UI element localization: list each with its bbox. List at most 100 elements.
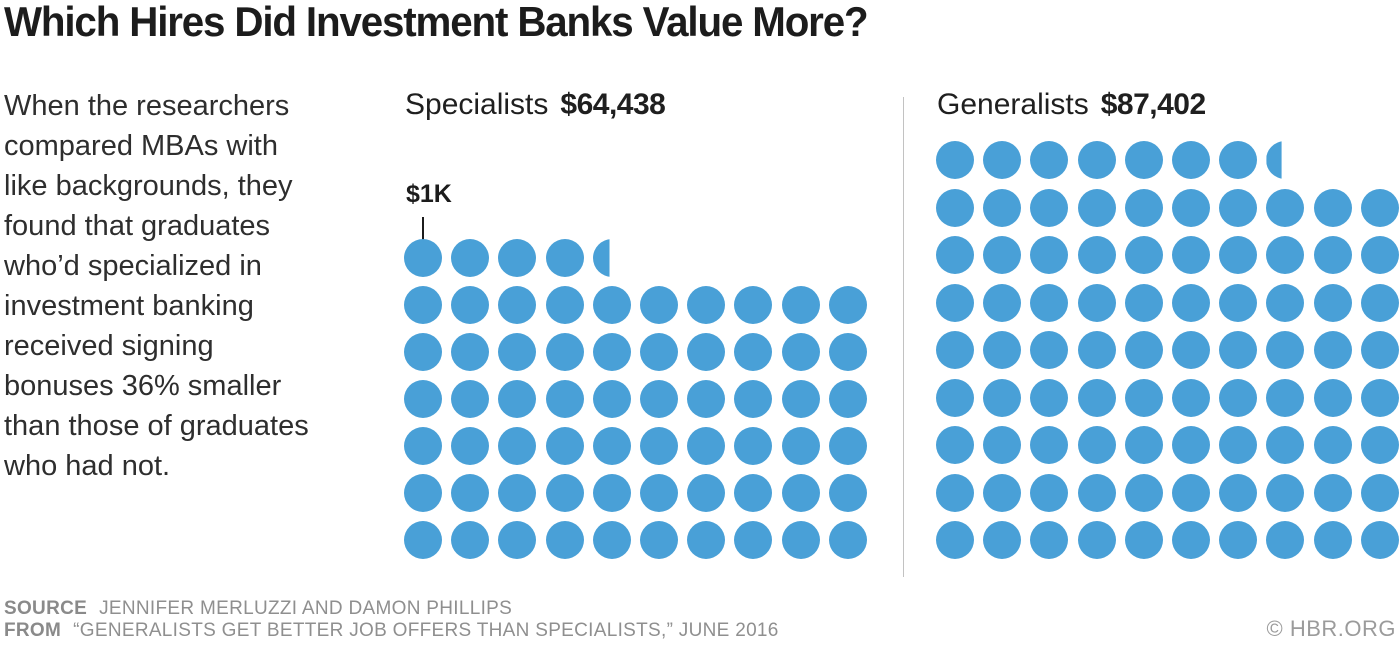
unit-dot (1219, 188, 1258, 227)
unit-dot (1313, 473, 1352, 512)
unit-dot (404, 380, 442, 418)
unit-dot (545, 333, 584, 371)
unit-dot (1219, 473, 1258, 512)
intro-paragraph: When the researchers compared MBAs with … (4, 90, 309, 482)
generalists-header: Generalists $87,402 (937, 88, 1206, 122)
footer: SOURCE JENNIFER MERLUZZI AND DAMON PHILLI… (4, 598, 779, 642)
unit-dot (936, 521, 974, 559)
unit-dot (734, 427, 773, 465)
unit-dot (1172, 521, 1210, 559)
unit-dot (983, 473, 1022, 512)
unit-dot (983, 236, 1022, 274)
unit-dot (1077, 283, 1116, 322)
unit-dot (983, 378, 1022, 417)
unit-dot (498, 333, 537, 371)
unit-dot (936, 378, 974, 417)
unit-dot (1124, 283, 1163, 322)
unit-dot (1124, 426, 1163, 464)
from-text: “GENERALISTS GET BETTER JOB OFFERS THAN … (73, 620, 779, 641)
unit-dot (828, 380, 867, 418)
unit-dot (1266, 283, 1305, 322)
unit-dot (451, 286, 490, 324)
unit-dot (1219, 378, 1258, 417)
from-line: FROM “GENERALISTS GET BETTER JOB OFFERS T… (4, 620, 779, 642)
unit-dot (781, 333, 820, 371)
unit-dot (1030, 426, 1069, 464)
unit-dot (687, 474, 726, 512)
generalists-label: Generalists (937, 88, 1089, 121)
unit-dot (1077, 473, 1116, 512)
unit-dot (983, 283, 1022, 322)
unit-tick-line (422, 217, 424, 240)
hbr-credit: © HBR.ORG (1266, 616, 1396, 641)
unit-dot (545, 521, 584, 559)
unit-dot (983, 331, 1022, 369)
unit-dot (1266, 426, 1305, 464)
unit-dot (545, 239, 584, 277)
unit-dot (545, 286, 584, 324)
unit-dot (498, 380, 537, 418)
unit-dot (451, 427, 490, 465)
unit-dot (734, 474, 773, 512)
unit-dot (1077, 378, 1116, 417)
unit-dot (1124, 141, 1163, 179)
unit-dot (592, 286, 631, 324)
unit-dot (640, 427, 678, 465)
unit-dot (1124, 521, 1163, 559)
unit-dot (936, 188, 974, 227)
unit-dot (1172, 236, 1210, 274)
unit-dot (404, 521, 442, 559)
unit-dot (1124, 378, 1163, 417)
unit-dot (1313, 331, 1352, 369)
unit-dot (1030, 378, 1069, 417)
unit-dot (451, 521, 490, 559)
unit-dot (734, 521, 773, 559)
unit-dot (1360, 473, 1399, 512)
unit-dot (1172, 283, 1210, 322)
specialists-header: Specialists $64,438 (405, 88, 666, 122)
unit-dot (498, 521, 537, 559)
specialists-label: Specialists (405, 88, 549, 121)
unit-dot (1124, 473, 1163, 512)
unit-dot (936, 236, 974, 274)
unit-dot (1030, 236, 1069, 274)
unit-dot (1313, 188, 1352, 227)
unit-dot (592, 521, 631, 559)
unit-dot (1219, 426, 1258, 464)
unit-dot (781, 521, 820, 559)
specialists-dot-grid (404, 239, 874, 561)
unit-dot (404, 286, 442, 324)
unit-dot (1219, 236, 1258, 274)
unit-dot (498, 474, 537, 512)
unit-dot (1313, 236, 1352, 274)
unit-dot (1124, 236, 1163, 274)
unit-dot (1360, 283, 1399, 322)
generalists-value: $87,402 (1100, 88, 1206, 121)
unit-dot (781, 474, 820, 512)
generalists-dot-grid (936, 141, 1400, 561)
unit-dot (1077, 141, 1116, 179)
unit-dot (640, 286, 678, 324)
unit-dot (592, 474, 631, 512)
unit-dot (1124, 331, 1163, 369)
unit-dot (1077, 521, 1116, 559)
unit-dot (1360, 331, 1399, 369)
unit-dot (1266, 188, 1305, 227)
unit-dot (1219, 283, 1258, 322)
unit-dot (451, 380, 490, 418)
unit-dot (1360, 378, 1399, 417)
unit-dot (451, 239, 490, 277)
unit-dot (1077, 426, 1116, 464)
unit-dot (1313, 283, 1352, 322)
unit-dot (451, 333, 490, 371)
unit-dot (1266, 378, 1305, 417)
unit-dot (1313, 521, 1352, 559)
unit-dot (1266, 331, 1305, 369)
unit-dot (592, 380, 631, 418)
unit-dot (640, 333, 678, 371)
unit-dot (1266, 521, 1305, 559)
unit-dot (1077, 188, 1116, 227)
unit-dot (404, 474, 442, 512)
from-label: FROM (4, 620, 62, 641)
